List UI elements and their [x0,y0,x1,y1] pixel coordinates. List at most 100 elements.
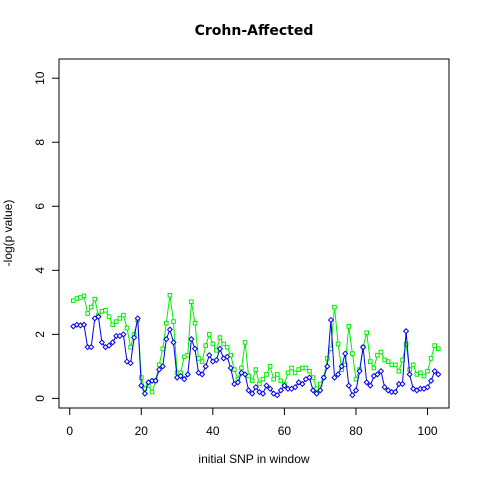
data-point [213,356,220,364]
data-point [392,388,399,396]
data-point [317,387,324,394]
data-point [185,352,191,358]
data-point [368,359,373,364]
data-point [342,362,348,368]
data-point [325,356,330,361]
data-point [267,364,273,369]
data-point [435,371,442,378]
data-point [74,296,80,301]
data-point [128,344,133,350]
data-point [224,353,231,360]
data-point [99,309,105,314]
data-point [309,387,317,394]
data-point [159,363,166,370]
y-tick-label: 8 [33,139,47,146]
data-point [249,390,256,397]
data-point [346,324,352,329]
data-point [363,379,370,386]
data-point [377,368,385,375]
data-point [425,368,430,374]
data-point [199,371,206,378]
data-point [253,367,259,372]
data-point [117,316,123,321]
data-point [121,312,126,318]
y-tick-label: 10 [33,71,47,85]
data-point [92,296,98,302]
plot-frame [58,58,450,409]
data-point [221,341,226,347]
y-axis-label: -log(p value) [1,200,15,267]
data-point [127,360,134,367]
x-tick-label: 20 [135,424,149,438]
data-point [214,348,219,353]
axes: 0 20 40 60 80 100 0 2 4 6 8 10 [33,71,438,438]
data-point [414,372,420,377]
data-point [385,359,391,364]
data-point [120,331,127,338]
data-point [171,319,176,324]
data-point [105,342,113,349]
data-point [88,344,95,351]
series-2 [70,313,442,399]
data-point [353,376,359,382]
data-point [335,341,341,347]
data-point [410,362,416,368]
data-point [356,368,363,375]
data-point [124,325,130,331]
series-1-line [73,295,439,394]
x-tick-label: 80 [349,424,363,438]
data-point [327,316,335,324]
data-point [271,376,276,382]
data-point [375,352,380,358]
data-point [349,392,356,399]
data-point [188,336,195,343]
data-point [216,345,224,352]
data-point [210,341,216,347]
data-point [382,357,387,363]
data-point [278,378,284,384]
data-point [184,371,191,378]
data-point [252,384,259,391]
data-point [345,382,352,389]
data-point [259,390,267,397]
data-point [191,345,199,352]
series-group [70,293,442,399]
data-point [181,354,187,360]
data-point [241,371,249,378]
data-point [239,365,244,371]
data-point [338,363,345,370]
data-point [196,356,201,361]
data-point [402,328,410,335]
data-point [156,366,163,373]
data-point [217,335,223,340]
data-point [260,376,266,382]
x-axis-label: initial SNP in window [198,452,309,466]
data-point [149,389,155,395]
data-point [110,322,116,328]
chart-title: Crohn-Affected [195,23,314,39]
data-point [202,363,209,370]
data-point [106,314,112,319]
data-point [275,372,280,377]
data-point [131,334,138,341]
data-point [270,390,277,397]
data-point [246,373,251,379]
data-point [403,341,409,347]
data-point [381,384,388,391]
data-point [249,378,255,384]
data-point [277,387,284,394]
data-point [81,293,87,299]
series-1 [71,293,441,395]
data-point [324,363,331,370]
data-point [292,384,299,391]
data-point [306,374,313,381]
data-point [263,382,270,389]
data-point [177,372,184,380]
data-point [367,382,374,389]
data-point [227,364,234,372]
y-tick-label: 6 [33,203,47,210]
data-point [313,390,320,397]
data-point [109,339,116,346]
data-point [281,382,288,389]
